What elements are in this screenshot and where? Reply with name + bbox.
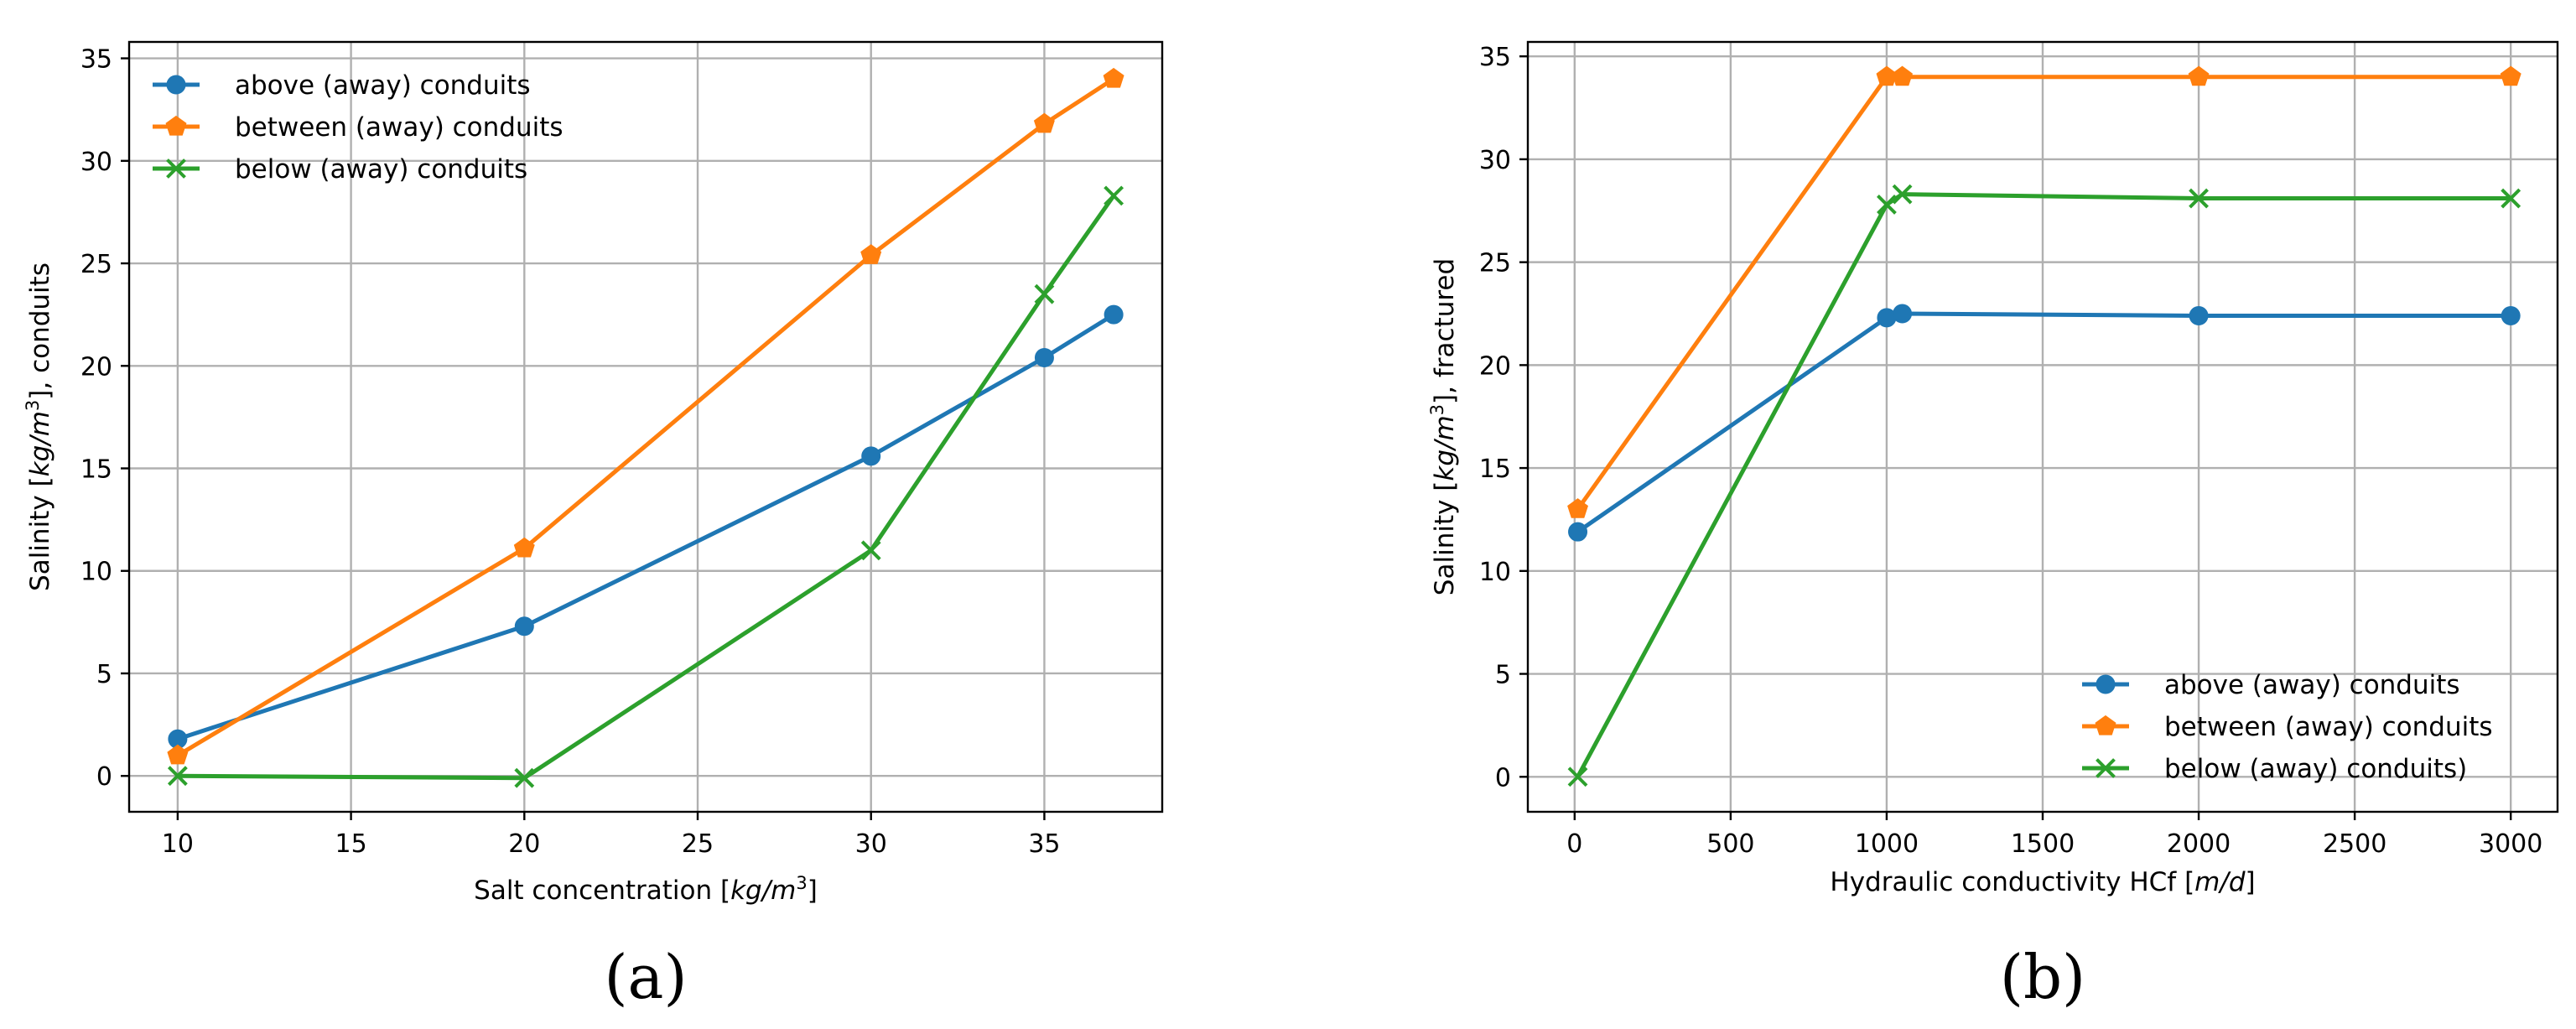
data-point (860, 540, 881, 561)
data-point (167, 766, 188, 787)
data-point (1033, 112, 1055, 133)
x-tick-label: 3000 (2479, 829, 2542, 859)
y-tick-label: 0 (96, 762, 112, 792)
x-tick-label: 10 (162, 829, 194, 859)
legend-marker (165, 115, 187, 136)
data-point (2189, 305, 2209, 325)
x-axis-label: Hydraulic conductivity HCf [m/d] (1830, 867, 2255, 897)
legend-marker (2096, 758, 2116, 778)
panel-label: (b) (2000, 942, 2085, 1012)
data-point (1877, 194, 1897, 215)
y-tick-label: 30 (80, 148, 112, 177)
data-point (1034, 283, 1055, 304)
data-point (1034, 347, 1054, 367)
x-tick-label: 1000 (1855, 829, 1919, 859)
x-tick-label: 2500 (2323, 829, 2386, 859)
x-tick-label: 25 (682, 829, 714, 859)
x-tick-label: 0 (1566, 829, 1582, 859)
data-point (514, 616, 534, 637)
x-tick-label: 30 (855, 829, 887, 859)
data-point (1104, 185, 1124, 206)
x-axis-label: Salt concentration [kg/m3] (474, 873, 818, 906)
data-point (2501, 305, 2521, 325)
y-tick-label: 5 (1495, 661, 1511, 690)
x-tick-label: 2000 (2167, 829, 2231, 859)
data-point (167, 744, 189, 765)
y-tick-label: 20 (80, 352, 112, 382)
data-point (1567, 498, 1588, 518)
series-line (177, 313, 1115, 741)
legend-label: above (away) conduits (2164, 670, 2460, 700)
plot-frame (127, 40, 1164, 813)
legend: above (away) conduits between (away) cond… (2082, 670, 2493, 784)
series-line (1576, 75, 2511, 511)
legend-marker (2096, 674, 2116, 694)
chart-panel-a: 10 15 20 25 30 35 0 5 10 15 20 25 30 35 above (away) c… (23, 40, 1164, 1012)
legend-marker (166, 159, 186, 179)
series-1 (167, 67, 1124, 765)
series-0 (168, 304, 1124, 749)
series-1 (1567, 65, 2521, 518)
data-point (1568, 522, 1588, 542)
x-tick-label: 1500 (2011, 829, 2075, 859)
data-point (2500, 65, 2521, 86)
x-tick-label: 15 (335, 829, 366, 859)
series-line (177, 194, 1116, 781)
y-tick-label: 10 (80, 558, 112, 587)
plot-frame (1526, 40, 2559, 813)
x-tick-label: 500 (1706, 829, 1754, 859)
y-tick-label: 20 (1479, 351, 1511, 381)
y-tick-label: 35 (80, 45, 112, 75)
y-tick-label: 10 (1479, 558, 1511, 587)
legend-marker (2095, 715, 2116, 735)
data-point (513, 537, 535, 558)
data-point (2189, 188, 2209, 209)
x-tick-label: 35 (1028, 829, 1060, 859)
series-2 (1567, 184, 2521, 787)
y-tick-label: 15 (80, 455, 112, 485)
data-point (1104, 304, 1124, 325)
y-axis-label: Salinity [kg/m3], conduits (23, 262, 55, 591)
data-point (2188, 65, 2210, 86)
data-point (1567, 767, 1588, 787)
data-point (514, 767, 535, 788)
y-tick-label: 5 (96, 660, 112, 689)
y-tick-label: 15 (1479, 455, 1511, 484)
chart-panel-b: 0 500 1000 1500 2000 2500 3000 0 5 10 15 20 25 30 35 ab… (1427, 40, 2559, 1012)
y-tick-label: 0 (1495, 763, 1511, 793)
panel-label: (a) (604, 942, 687, 1012)
legend-marker (166, 75, 186, 95)
legend-label: between (away) conduits (2164, 712, 2493, 742)
legend: above (away) conduits between (away) cond… (153, 70, 564, 184)
y-tick-label: 35 (1479, 43, 1511, 72)
legend-label: below (away) conduits (235, 154, 527, 184)
legend-label: between (away) conduits (235, 112, 564, 143)
legend-label: above (away) conduits (235, 70, 531, 101)
data-point (861, 446, 881, 466)
data-point (1892, 184, 1913, 205)
series-line (1576, 311, 2511, 534)
series-0 (1568, 304, 2521, 542)
y-tick-label: 25 (1479, 249, 1511, 278)
data-point (1103, 67, 1124, 88)
data-point (2501, 188, 2521, 209)
data-point (860, 244, 882, 264)
legend-label: below (away) conduits) (2164, 754, 2467, 784)
data-point (1893, 304, 1913, 324)
y-axis-label: Salinity [kg/m3], fractured (1427, 258, 1460, 595)
y-tick-label: 30 (1479, 146, 1511, 175)
x-tick-label: 20 (508, 829, 540, 859)
series-2 (167, 185, 1124, 788)
y-tick-label: 25 (80, 250, 112, 279)
data-point (1892, 65, 1913, 86)
